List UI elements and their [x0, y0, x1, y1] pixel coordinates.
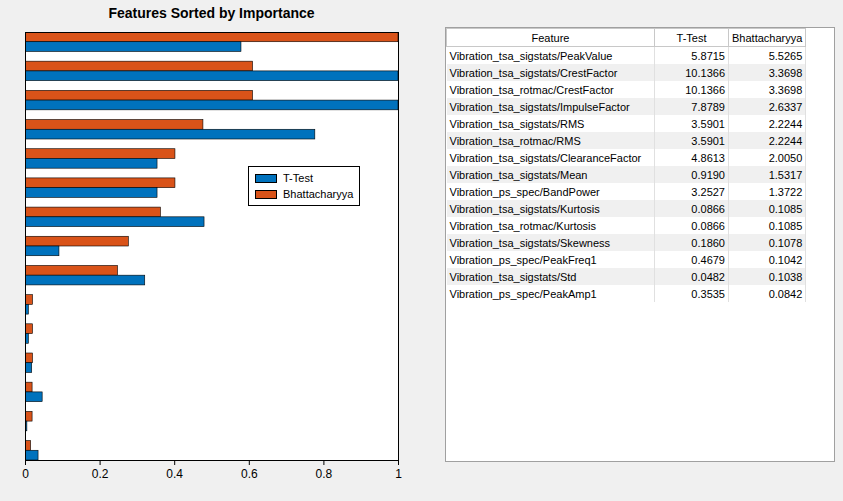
html-text:0.1860: 0.1860	[691, 236, 725, 249]
html-text:0.1038: 0.1038	[768, 270, 803, 283]
html-text:1.5317: 1.5317	[768, 168, 803, 181]
html-text:Vibration_tsa_sigstats/Kurtosi: Vibration_tsa_sigstats/Kurtosis	[449, 202, 600, 215]
html-text:7.8789: 7.8789	[691, 100, 725, 113]
svg-text:0.4: 0.4	[166, 467, 183, 481]
html-text:0.9190: 0.9190	[691, 168, 725, 181]
html-text:T-Test: T-Test	[283, 172, 313, 184]
html-text:Bhattacharyya: Bhattacharyya	[283, 188, 354, 200]
html-text:Vibration_tsa_sigstats/RMS: Vibration_tsa_sigstats/RMS	[449, 117, 585, 130]
html-text:0.3535: 0.3535	[691, 287, 725, 300]
html-text:Features Sorted by Importance: Features Sorted by Importance	[108, 5, 315, 21]
html-text:3.3698: 3.3698	[768, 66, 803, 79]
html-text:0.1078: 0.1078	[768, 236, 803, 249]
html-text:5.5265: 5.5265	[768, 49, 803, 62]
html-text:10.1366: 10.1366	[685, 66, 725, 79]
html-text:0.0866: 0.0866	[691, 202, 725, 215]
html-text:Vibration_tsa_sigstats/Impulse: Vibration_tsa_sigstats/ImpulseFactor	[449, 100, 630, 113]
html-text:Vibration_ps_spec/PeakFreq1: Vibration_ps_spec/PeakFreq1	[449, 253, 597, 266]
html-text:Bhattacharyya: Bhattacharyya	[732, 31, 803, 44]
html-text:3.5901: 3.5901	[691, 117, 725, 130]
html-text:Vibration_tsa_sigstats/Mean: Vibration_tsa_sigstats/Mean	[449, 168, 588, 181]
html-text:Vibration_ps_spec/BandPower: Vibration_ps_spec/BandPower	[449, 185, 600, 198]
html-text:2.2244: 2.2244	[768, 134, 803, 147]
html-text:2.2244: 2.2244	[768, 117, 803, 130]
html-text:2.6337: 2.6337	[768, 100, 803, 113]
html-text:0.1042: 0.1042	[768, 253, 803, 266]
html-text:3.3698: 3.3698	[768, 83, 803, 96]
svg-text:1: 1	[395, 467, 402, 481]
svg-text:0: 0	[22, 467, 29, 481]
html-text:Vibration_tsa_rotmac/CrestFact: Vibration_tsa_rotmac/CrestFactor	[449, 83, 614, 96]
html-text:Vibration_tsa_sigstats/Std: Vibration_tsa_sigstats/Std	[449, 270, 577, 283]
html-text:4.8613: 4.8613	[691, 151, 725, 164]
html-text:0.1085: 0.1085	[768, 219, 803, 232]
html-text:Feature: Feature	[531, 31, 570, 44]
svg-text:0.8: 0.8	[316, 467, 333, 481]
html-text:0.1085: 0.1085	[768, 202, 803, 215]
html-text:1.3722: 1.3722	[768, 185, 803, 198]
html-text:0.0842: 0.0842	[768, 287, 803, 300]
html-text:T-Test: T-Test	[676, 31, 707, 44]
html-text:Vibration_tsa_sigstats/PeakVal: Vibration_tsa_sigstats/PeakValue	[449, 49, 613, 62]
html-text:Vibration_tsa_sigstats/Clearan: Vibration_tsa_sigstats/ClearanceFactor	[449, 151, 642, 164]
html-text:0.0482: 0.0482	[691, 270, 725, 283]
svg-text:0.6: 0.6	[241, 467, 258, 481]
html-text:Vibration_tsa_rotmac/Kurtosis: Vibration_tsa_rotmac/Kurtosis	[449, 219, 596, 232]
html-text:Vibration_ps_spec/PeakAmp1: Vibration_ps_spec/PeakAmp1	[449, 287, 597, 300]
html-text:0.4679: 0.4679	[691, 253, 725, 266]
html-text:2.0050: 2.0050	[768, 151, 803, 164]
html-text:Vibration_tsa_sigstats/CrestFa: Vibration_tsa_sigstats/CrestFactor	[449, 66, 618, 79]
html-text:5.8715: 5.8715	[691, 49, 725, 62]
html-text:3.5901: 3.5901	[691, 134, 725, 147]
html-text:3.2527: 3.2527	[691, 185, 725, 198]
html-text:10.1366: 10.1366	[685, 83, 725, 96]
html-text:0.0866: 0.0866	[691, 219, 725, 232]
html-text:Vibration_tsa_sigstats/Skewnes: Vibration_tsa_sigstats/Skewness	[449, 236, 611, 249]
svg-text:0.2: 0.2	[92, 467, 109, 481]
html-text:Vibration_tsa_rotmac/RMS: Vibration_tsa_rotmac/RMS	[449, 134, 581, 147]
